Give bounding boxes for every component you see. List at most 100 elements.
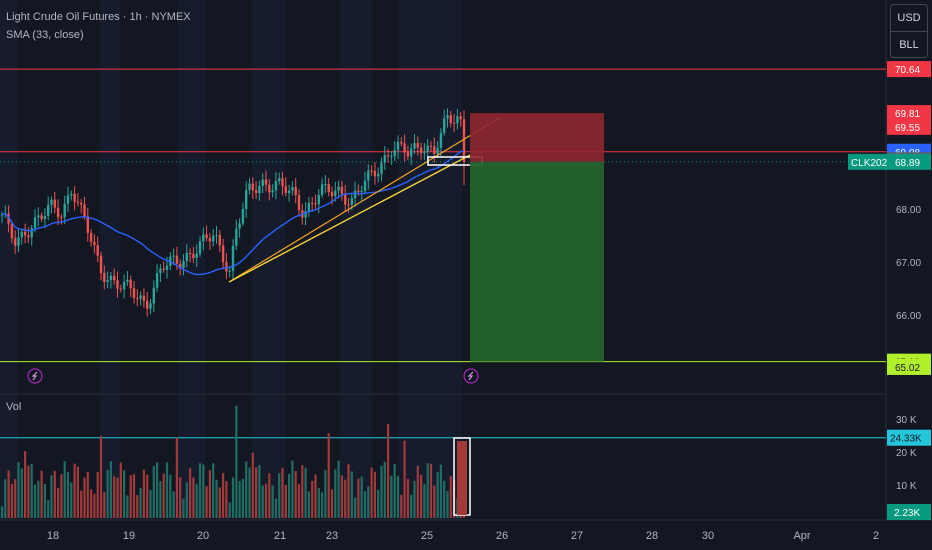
- candle: [271, 184, 274, 198]
- candle: [17, 228, 20, 253]
- candle: [66, 186, 70, 212]
- candle-body: [363, 180, 367, 192]
- candle: [162, 261, 165, 273]
- volume-bar: [360, 476, 363, 518]
- candle-body: [258, 185, 261, 194]
- volume-bar: [208, 470, 211, 518]
- candle: [73, 186, 76, 211]
- volume-bar: [159, 481, 162, 518]
- candle-body: [429, 145, 433, 147]
- candle-body: [136, 298, 139, 300]
- volume-bar: [4, 479, 7, 518]
- currency-label[interactable]: USD: [897, 12, 921, 24]
- volume-bar: [245, 461, 248, 518]
- candle: [400, 137, 403, 147]
- symbol-title[interactable]: Light Crude Oil Futures · 1h · NYMEX: [6, 11, 191, 23]
- candle: [373, 161, 377, 185]
- volume-bar: [284, 485, 287, 518]
- volume-bar: [274, 498, 277, 518]
- candle-body: [377, 173, 380, 177]
- candle-body: [66, 195, 70, 204]
- volume-bar: [410, 494, 413, 518]
- candle-body: [218, 234, 221, 246]
- unit-label[interactable]: BLL: [891, 31, 927, 58]
- time-tick-label: 19: [123, 530, 135, 542]
- volume-bar: [63, 461, 66, 518]
- volume-bar: [271, 485, 274, 518]
- candle-body: [383, 155, 386, 163]
- volume-bar: [367, 486, 370, 518]
- candle: [56, 199, 60, 226]
- volume-bar: [169, 474, 172, 518]
- candle-body: [113, 275, 116, 281]
- sma-indicator-legend[interactable]: SMA (33, close): [6, 29, 84, 41]
- candle: [23, 223, 27, 244]
- candle-body: [251, 183, 254, 191]
- price-tick-label: 66.00: [896, 311, 921, 322]
- volume-bar: [373, 471, 376, 518]
- candle-body: [63, 203, 66, 218]
- volume-bar: [420, 474, 423, 518]
- candle: [439, 128, 443, 157]
- candle: [198, 236, 202, 257]
- candle: [159, 264, 162, 283]
- candle: [258, 180, 261, 201]
- candle: [370, 165, 373, 176]
- candle: [126, 270, 129, 286]
- price-axis-badge: [887, 61, 931, 78]
- candle-body: [452, 122, 456, 124]
- sma-line: [1, 150, 465, 276]
- candle: [63, 195, 66, 225]
- volume-bar: [288, 473, 291, 518]
- volume-tick-label: 30 K: [896, 415, 917, 426]
- price-axis-badge: [887, 358, 931, 375]
- candle: [27, 227, 30, 244]
- price-axis-badge: [887, 105, 931, 122]
- volume-bar: [413, 480, 416, 518]
- candle: [377, 167, 380, 183]
- candle: [218, 229, 221, 253]
- volume-bar: [433, 485, 436, 518]
- candle: [245, 181, 248, 218]
- volume-bar: [278, 473, 281, 518]
- volume-bar: [334, 469, 337, 518]
- candle-body: [284, 186, 287, 193]
- candle-body: [324, 184, 327, 186]
- candle: [406, 145, 410, 161]
- candle: [195, 244, 198, 267]
- candle-body: [159, 268, 162, 274]
- volume-bar: [20, 468, 23, 518]
- volume-bar: [443, 480, 446, 518]
- volume-last-badge: [887, 504, 931, 520]
- volume-bar: [66, 472, 70, 518]
- volume-bar: [192, 477, 195, 518]
- candle: [33, 209, 37, 233]
- volume-bar: [215, 479, 218, 518]
- volume-bar: [17, 462, 20, 518]
- candle: [254, 181, 258, 199]
- volume-bar: [261, 485, 264, 518]
- candle: [456, 109, 459, 130]
- volume-bar: [423, 484, 426, 518]
- candle-body: [416, 143, 419, 148]
- candle: [146, 292, 149, 317]
- candle-body: [20, 231, 23, 238]
- candle-body: [281, 178, 284, 187]
- volume-bar: [344, 479, 347, 518]
- currency-unit-selector[interactable]: USD BLL: [890, 4, 928, 58]
- candle: [93, 234, 96, 254]
- candle-body: [70, 193, 73, 196]
- volume-bar: [446, 490, 449, 518]
- volume-bar: [0, 506, 4, 518]
- volume-bar: [218, 487, 221, 518]
- candle-body: [179, 263, 182, 268]
- candle: [235, 219, 238, 251]
- candle: [208, 233, 212, 251]
- candle: [340, 181, 344, 201]
- candle-body: [122, 282, 126, 290]
- candle: [212, 228, 215, 247]
- candle-body: [241, 208, 245, 224]
- price-tick-label: 67.00: [896, 258, 921, 269]
- volume-legend[interactable]: Vol: [6, 401, 22, 413]
